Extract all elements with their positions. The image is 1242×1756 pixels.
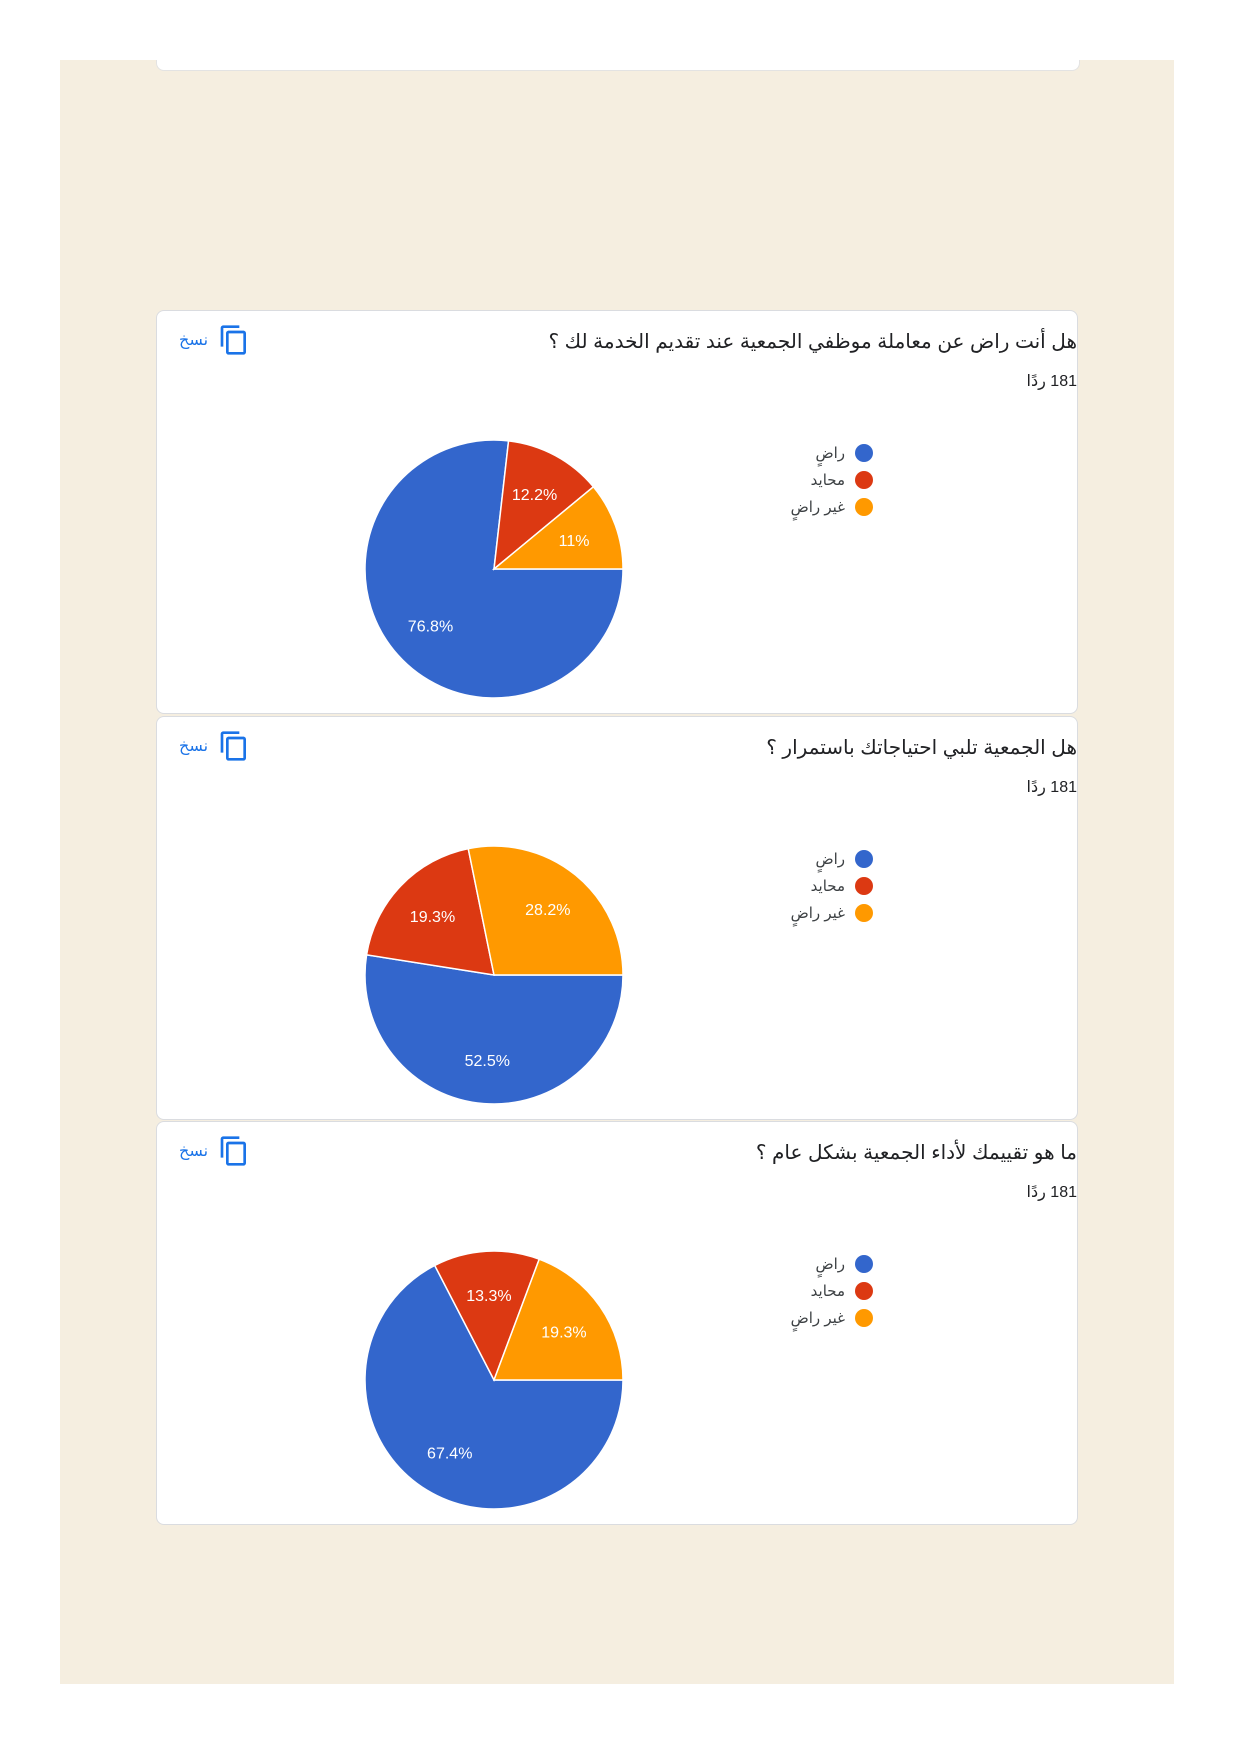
pie-slice-neutral[interactable] xyxy=(365,847,495,976)
pie-value-label: 11% xyxy=(559,533,590,550)
legend-item-satisfied[interactable]: راضٍ xyxy=(763,845,873,872)
chart-legend: راضٍ محايد غير راضٍ xyxy=(763,439,873,520)
legend-dot xyxy=(855,443,873,462)
pie-value-label: 67.4% xyxy=(427,1446,472,1463)
pie-value-label: 52.5% xyxy=(465,1053,510,1070)
pie-chart: 76.8% 12.2% 11% xyxy=(364,439,624,699)
legend-dot xyxy=(855,497,873,516)
legend-dot xyxy=(855,1308,873,1327)
copy-button[interactable]: نسخ xyxy=(179,323,250,357)
pie-slice-unsatisfied[interactable] xyxy=(491,485,624,570)
legend-item-unsatisfied[interactable]: غير راضٍ xyxy=(763,899,873,926)
legend-label: راضٍ xyxy=(815,444,845,462)
copy-icon xyxy=(220,731,247,761)
legend-label: غير راضٍ xyxy=(790,498,845,516)
question-card: 67.4% 13.3% 19.3% نسخ ما هو تقييمك لأداء ا… xyxy=(156,1121,1078,1525)
pie-slice-unsatisfied[interactable] xyxy=(467,845,624,976)
copy-icon xyxy=(220,325,247,355)
legend-label: غير راضٍ xyxy=(790,1309,845,1327)
legend-label: محايد xyxy=(810,877,845,895)
legend-item-neutral[interactable]: محايد xyxy=(763,466,873,493)
legend-dot xyxy=(855,849,873,868)
copy-button[interactable]: نسخ xyxy=(179,729,250,763)
pie-value-label: 13.3% xyxy=(466,1288,511,1305)
question-title: ما هو تقييمك لأداء الجمعية بشكل عام ؟ xyxy=(755,1142,1077,1164)
copy-button[interactable]: نسخ xyxy=(179,1134,250,1168)
legend-dot xyxy=(855,1281,873,1300)
legend-dot xyxy=(855,876,873,895)
legend-label: محايد xyxy=(810,1282,845,1300)
legend-label: محايد xyxy=(810,471,845,489)
question-card: 76.8% 12.2% 11% نسخ هل أنت راض عن معاملة م… xyxy=(156,310,1078,714)
legend-dot xyxy=(855,1254,873,1273)
chart-legend: راضٍ محايد غير راضٍ xyxy=(763,845,873,926)
question-title: هل أنت راض عن معاملة موظفي الجمعية عند ت… xyxy=(548,331,1077,353)
legend-item-unsatisfied[interactable]: غير راضٍ xyxy=(763,493,873,520)
pie-slice-satisfied[interactable] xyxy=(364,953,624,1105)
copy-label: نسخ xyxy=(179,1143,209,1160)
legend-label: راضٍ xyxy=(815,1255,845,1273)
copy-label: نسخ xyxy=(179,332,209,349)
pie-value-label: 76.8% xyxy=(408,619,453,636)
legend-item-satisfied[interactable]: راضٍ xyxy=(763,1250,873,1277)
legend-item-neutral[interactable]: محايد xyxy=(763,1277,873,1304)
pie-slice-neutral[interactable] xyxy=(493,439,595,571)
pie-chart: 52.5% 19.3% 28.2% xyxy=(364,845,624,1105)
question-card: 52.5% 19.3% 28.2% نسخ هل الجمعية تلبي احتي… xyxy=(156,716,1078,1120)
response-count: 181 ردًا xyxy=(1026,1184,1077,1201)
pie-chart: 67.4% 13.3% 19.3% xyxy=(364,1250,624,1510)
legend-item-satisfied[interactable]: راضٍ xyxy=(763,439,873,466)
legend-label: راضٍ xyxy=(815,850,845,868)
chart-legend: راضٍ محايد غير راضٍ xyxy=(763,1250,873,1331)
response-count: 181 ردًا xyxy=(1026,779,1077,796)
pie-slice-satisfied[interactable] xyxy=(364,1264,624,1510)
legend-item-unsatisfied[interactable]: غير راضٍ xyxy=(763,1304,873,1331)
pie-slice-unsatisfied[interactable] xyxy=(492,1258,624,1381)
legend-item-neutral[interactable]: محايد xyxy=(763,872,873,899)
copy-icon xyxy=(220,1136,247,1166)
legend-label: غير راضٍ xyxy=(790,904,845,922)
copy-label: نسخ xyxy=(179,738,209,755)
legend-dot xyxy=(855,470,873,489)
question-title: هل الجمعية تلبي احتياجاتك باستمرار ؟ xyxy=(766,737,1077,759)
legend-dot xyxy=(855,903,873,922)
previous-card-edge xyxy=(156,60,1080,71)
pie-value-label: 19.3% xyxy=(410,909,455,926)
pie-value-label: 12.2% xyxy=(512,487,557,504)
response-count: 181 ردًا xyxy=(1026,373,1077,390)
pie-value-label: 28.2% xyxy=(525,902,570,919)
pie-value-label: 19.3% xyxy=(541,1324,586,1341)
pie-slice-neutral[interactable] xyxy=(433,1250,541,1382)
